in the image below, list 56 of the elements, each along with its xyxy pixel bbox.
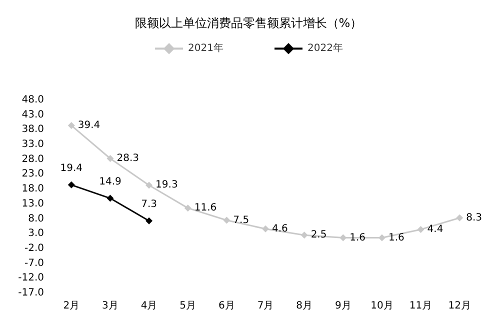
x-tick-label: 6月	[218, 300, 235, 312]
y-tick-label: 13.0	[22, 198, 44, 210]
point	[68, 122, 75, 130]
x-tick-label: 8月	[296, 300, 313, 312]
y-tick-label: 8.0	[28, 213, 44, 224]
y-tick-label: 3.0	[28, 228, 44, 240]
point	[68, 181, 75, 188]
point	[223, 216, 230, 224]
data-label: 28.3	[116, 152, 139, 164]
y-tick-label: 38.0	[22, 124, 44, 136]
point	[146, 182, 153, 189]
point	[106, 154, 114, 162]
point	[106, 194, 114, 202]
data-label: 39.4	[78, 120, 100, 132]
point	[456, 214, 464, 222]
data-label: 1.6	[350, 232, 366, 244]
x-tick-label: 10月	[370, 300, 394, 312]
point	[262, 225, 269, 232]
x-tick-label: 11月	[409, 300, 432, 312]
y-tick-label: 18.0	[22, 184, 44, 195]
y-tick-label: -12.0	[18, 272, 44, 284]
data-label: 19.3	[156, 180, 178, 191]
y-tick-label: -17.0	[18, 288, 44, 298]
y-tick-label: 43.0	[22, 109, 44, 120]
y-tick-label: -7.0	[24, 258, 44, 269]
x-tick-label: 9月	[334, 300, 352, 312]
point	[417, 226, 424, 233]
data-label: 8.3	[466, 212, 482, 224]
legend-label: 2022年	[308, 42, 343, 54]
point	[378, 234, 386, 242]
y-tick-label: 23.0	[22, 168, 44, 180]
data-label: 4.4	[427, 224, 444, 235]
data-label: 14.9	[99, 176, 122, 188]
data-label: 11.6	[194, 202, 217, 214]
data-label: 19.4	[60, 162, 83, 174]
x-tick-label: 12月	[448, 300, 471, 312]
data-label: 2.5	[310, 230, 327, 241]
point	[146, 217, 153, 224]
y-tick-label: 28.0	[22, 154, 44, 165]
y-tick-label: -2.0	[24, 242, 44, 254]
chart-title: 限额以上单位消费品零售额累计增长（%）	[134, 16, 362, 30]
point	[340, 234, 347, 242]
data-label: 1.6	[388, 232, 404, 244]
x-tick-label: 3月	[102, 300, 118, 312]
x-tick-label: 2月	[63, 300, 80, 312]
data-label: 7.3	[141, 198, 157, 210]
point	[184, 204, 192, 212]
point	[300, 232, 308, 239]
x-tick-label: 7月	[257, 300, 274, 312]
y-tick-label: 48.0	[22, 94, 44, 106]
x-tick-label: 4月	[140, 300, 158, 312]
legend-label: 2021年	[188, 42, 224, 54]
data-label: 4.6	[272, 223, 288, 234]
data-label: 7.5	[233, 214, 250, 226]
x-tick-label: 5月	[180, 300, 196, 312]
y-tick-label: 33.0	[22, 139, 44, 150]
